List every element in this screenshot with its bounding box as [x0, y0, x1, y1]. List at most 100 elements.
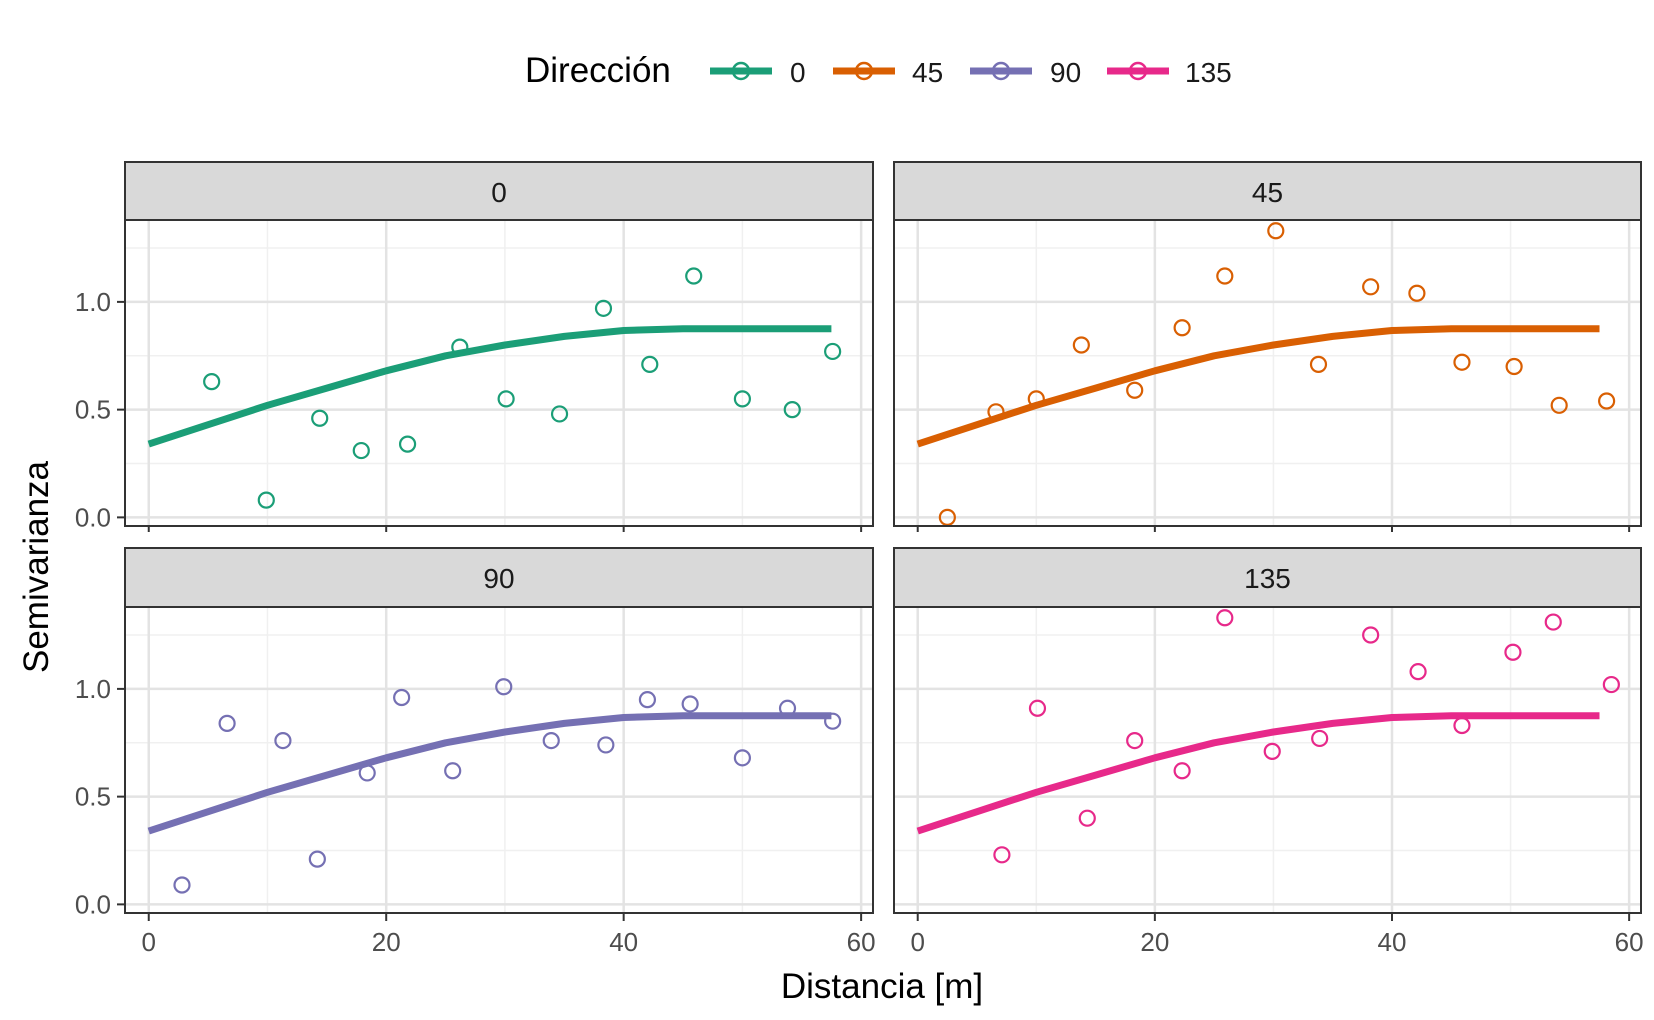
data-point — [274, 732, 292, 750]
data-point — [393, 688, 411, 707]
data-point — [824, 712, 842, 730]
panel-border — [124, 219, 874, 527]
legend-swatch-point — [991, 61, 1011, 81]
y-tick-label: 0.0 — [75, 502, 111, 532]
data-point — [783, 401, 801, 419]
data-point — [987, 403, 1005, 421]
x-tick-label: 20 — [372, 927, 401, 957]
data-point — [1216, 267, 1234, 285]
panel-90: 90 0.0 0.5 1.0 0 20 40 60 — [75, 547, 876, 957]
legend-title: Dirección — [525, 51, 671, 90]
data-point — [550, 405, 569, 423]
panel-135: 135 0 20 40 60 — [893, 547, 1644, 957]
data-point — [1544, 613, 1562, 631]
data-point — [542, 732, 560, 750]
legend-label: 90 — [1050, 57, 1081, 88]
data-point — [1453, 353, 1471, 371]
panel-border — [893, 219, 1642, 527]
panel-background — [894, 220, 1641, 526]
data-point — [993, 846, 1011, 864]
data-point — [1550, 396, 1568, 414]
legend-items: 0 45 90 135 — [710, 57, 1232, 88]
data-point — [1408, 284, 1426, 302]
x-tick-label: 40 — [1378, 927, 1407, 957]
panel-background — [894, 607, 1641, 913]
data-point — [1453, 716, 1471, 735]
data-point — [1078, 809, 1096, 827]
legend-swatch-point — [731, 61, 751, 81]
data-point — [444, 762, 462, 780]
legend-label: 45 — [912, 57, 943, 88]
data-point — [1598, 392, 1616, 410]
data-point — [311, 409, 329, 427]
data-point — [1173, 319, 1191, 337]
data-point — [451, 338, 469, 356]
data-point — [257, 491, 275, 509]
data-point — [1028, 699, 1047, 717]
legend-swatch-point — [854, 61, 874, 81]
data-point — [203, 373, 221, 391]
data-point — [1362, 626, 1380, 644]
legend-swatch-point — [1128, 61, 1148, 81]
x-tick-label: 40 — [609, 927, 638, 957]
y-tick-label: 0.5 — [75, 395, 111, 425]
panel-strip — [893, 547, 1642, 608]
panel-background — [125, 607, 873, 913]
panel-strip-label: 45 — [1252, 177, 1283, 208]
data-point — [1072, 336, 1090, 354]
data-point — [1267, 222, 1285, 240]
data-point — [733, 390, 751, 408]
data-point — [495, 678, 513, 696]
data-point — [398, 435, 417, 453]
x-tick-label: 60 — [1615, 927, 1644, 957]
x-tick-label: 20 — [1140, 927, 1169, 957]
data-point — [1311, 729, 1329, 748]
data-point — [824, 342, 842, 361]
data-point — [938, 508, 956, 526]
data-point — [497, 390, 515, 408]
fitted-model-line — [916, 712, 1600, 835]
panel-0: 0 0.0 0.5 1.0 — [75, 161, 874, 532]
panel-background — [125, 220, 873, 526]
data-point — [1263, 742, 1281, 760]
legend-label: 135 — [1185, 57, 1232, 88]
data-point — [733, 749, 751, 767]
y-tick-label: 1.0 — [75, 674, 111, 704]
panel-strip-label: 90 — [483, 563, 514, 594]
data-point — [1309, 355, 1328, 373]
y-tick-label: 0.0 — [75, 889, 111, 919]
y-tick-label: 0.5 — [75, 782, 111, 812]
x-tick-label: 60 — [847, 927, 876, 957]
data-point — [597, 736, 615, 754]
data-point — [1216, 609, 1234, 627]
legend-item-135: 135 — [1107, 57, 1232, 88]
panel-45: 45 — [893, 161, 1642, 532]
data-point — [1126, 732, 1144, 750]
legend-item-0: 0 — [710, 57, 806, 88]
data-point — [594, 299, 613, 317]
x-tick-label: 0 — [910, 927, 924, 957]
data-point — [641, 355, 659, 373]
panel-strip-label: 135 — [1244, 563, 1291, 594]
y-tick-label: 1.0 — [75, 287, 111, 317]
data-point — [778, 699, 797, 717]
data-point — [1409, 663, 1427, 681]
legend-item-90: 90 — [970, 57, 1081, 88]
data-point — [638, 691, 657, 709]
data-point — [218, 714, 236, 732]
x-axis-title: Distancia [m] — [781, 967, 983, 1006]
panel-strip — [893, 161, 1642, 221]
legend-item-45: 45 — [833, 57, 943, 88]
data-point — [681, 695, 699, 713]
data-point — [1173, 762, 1191, 780]
data-point — [1362, 278, 1380, 296]
y-axis-title: Semivarianza — [17, 460, 56, 673]
panel-border — [893, 606, 1642, 914]
panel-border — [124, 606, 874, 914]
facet-panels: 0 0.0 0.5 1.0 45 90 0.0 0.5 1.0 0 20 40 60 135 0 20 40 60 — [75, 161, 1644, 957]
data-point — [358, 764, 376, 782]
fitted-model-line — [916, 325, 1600, 448]
fitted-model-line — [147, 325, 832, 448]
x-tick-label: 0 — [142, 927, 156, 957]
